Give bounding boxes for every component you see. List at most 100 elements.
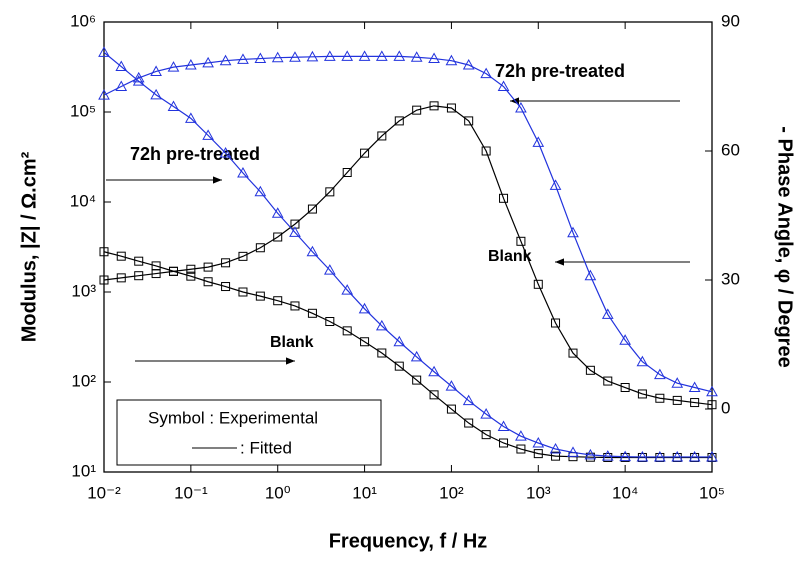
x-tick-label: 10³ (526, 483, 551, 502)
data-point (273, 296, 283, 306)
x-tick-label: 10⁻² (87, 483, 121, 502)
y2-tick-label: 30 (721, 269, 740, 288)
data-point (654, 450, 666, 462)
data-point (307, 308, 317, 318)
data-point (254, 185, 267, 197)
data-point (219, 54, 232, 66)
data-point (671, 450, 684, 462)
annotation: 72h pre-treated (495, 61, 625, 81)
data-point (551, 318, 561, 328)
data-point (532, 436, 545, 448)
data-point (202, 56, 214, 68)
data-point (237, 166, 249, 178)
data-point (255, 291, 265, 301)
data-point (134, 271, 144, 281)
data-point (619, 334, 631, 345)
data-point (499, 438, 509, 448)
data-point (584, 269, 597, 281)
data-point (429, 390, 439, 400)
data-point (289, 51, 301, 62)
annotation: Blank (488, 248, 532, 265)
data-point (323, 264, 336, 275)
data-point (150, 65, 162, 76)
data-point (410, 51, 423, 62)
data-point (601, 308, 614, 319)
data-point (393, 50, 406, 61)
data-point (567, 446, 579, 457)
data-point (446, 404, 456, 414)
plot-frame (103, 21, 713, 473)
data-point (323, 50, 336, 61)
annotation: Blank (270, 334, 314, 351)
data-point (620, 383, 630, 393)
data-point (306, 50, 319, 62)
data-point (377, 348, 387, 358)
data-point (601, 450, 614, 461)
x-tick-label: 10² (439, 483, 464, 502)
data-point (619, 450, 631, 462)
data-point (341, 50, 354, 61)
data-point (394, 116, 404, 126)
fitted-line (103, 55, 713, 393)
data-point (255, 243, 265, 253)
data-point (462, 394, 475, 406)
x-tick-label: 10⁴ (612, 483, 638, 502)
x-axis-label: Frequency, f / Hz (329, 530, 488, 552)
data-point (221, 258, 231, 268)
legend-box (116, 399, 382, 466)
data-point (464, 418, 474, 428)
data-point (480, 408, 492, 419)
data-point (549, 179, 562, 190)
data-point (567, 226, 579, 238)
data-point (290, 301, 300, 311)
data-point (360, 337, 370, 347)
data-point (132, 71, 145, 83)
x-tick-label: 10⁵ (699, 483, 725, 502)
data-point (464, 116, 474, 126)
data-point (410, 350, 423, 362)
data-point (515, 430, 527, 441)
data-point (375, 50, 388, 61)
data-point (446, 103, 456, 113)
y2-tick-label: 90 (721, 11, 740, 30)
data-point (185, 58, 197, 70)
data-point (186, 264, 196, 274)
data-point (325, 317, 335, 327)
data-point (655, 393, 665, 403)
data-point (219, 147, 232, 158)
y-tick-label: 10⁴ (70, 191, 96, 210)
data-point (186, 271, 196, 281)
data-point (672, 395, 682, 405)
data-point (497, 80, 510, 92)
data-point (289, 226, 301, 237)
annotation: 72h pre-treated (130, 144, 260, 164)
data-point (254, 52, 267, 64)
data-point (568, 348, 578, 358)
data-point (358, 302, 371, 314)
data-point (98, 46, 110, 57)
data-point (203, 277, 213, 287)
data-point (238, 251, 248, 261)
data-point (167, 61, 180, 72)
data-point (532, 136, 545, 147)
data-point (707, 400, 717, 410)
x-tick-label: 10¹ (352, 483, 377, 502)
data-point (221, 282, 231, 292)
data-point (116, 273, 126, 283)
fitted-line (103, 251, 712, 459)
y2-tick-label: 0 (721, 398, 730, 417)
data-point (533, 279, 543, 289)
data-point (428, 52, 440, 64)
data-point (637, 389, 647, 399)
y-tick-label: 10² (71, 371, 96, 390)
data-point (342, 326, 352, 336)
data-point (342, 168, 352, 178)
data-point (480, 67, 492, 79)
data-point (671, 377, 684, 388)
data-point (98, 89, 110, 100)
x-tick-label: 10⁰ (265, 483, 291, 502)
data-point (688, 381, 701, 393)
data-point (654, 368, 666, 380)
data-point (551, 451, 561, 461)
